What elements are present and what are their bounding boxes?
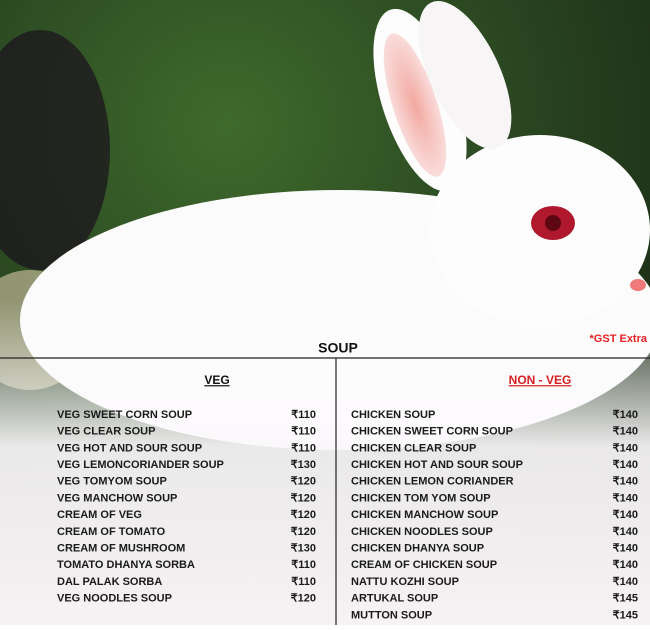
item-price: ₹120 bbox=[291, 509, 316, 521]
item-name: CHICKEN MANCHOW SOUP bbox=[351, 509, 498, 521]
item-name: CREAM OF MUSHROOM bbox=[57, 543, 185, 555]
item-name: CHICKEN TOM YOM SOUP bbox=[351, 492, 491, 504]
item-price: ₹140 bbox=[613, 492, 638, 504]
item-name: VEG TOMYOM SOUP bbox=[57, 476, 167, 488]
item-price: ₹110 bbox=[291, 426, 316, 438]
menu-rows: VEG SWEET CORN SOUP ₹110 VEG CLEAR SOUP ₹11… bbox=[57, 409, 638, 621]
item-price: ₹110 bbox=[291, 576, 316, 588]
item-price: ₹120 bbox=[291, 593, 316, 605]
item-price: ₹110 bbox=[291, 442, 316, 454]
item-name: CREAM OF TOMATO bbox=[57, 526, 166, 538]
item-price: ₹140 bbox=[613, 459, 638, 471]
item-name: VEG LEMONCORIANDER SOUP bbox=[57, 459, 224, 471]
item-price: ₹140 bbox=[613, 543, 638, 555]
item-price: ₹110 bbox=[291, 559, 316, 571]
item-price: ₹140 bbox=[613, 509, 638, 521]
item-price: ₹140 bbox=[613, 476, 638, 488]
item-name: VEG MANCHOW SOUP bbox=[57, 492, 177, 504]
item-name: CHICKEN SWEET CORN SOUP bbox=[351, 426, 513, 438]
item-price: ₹120 bbox=[291, 526, 316, 538]
item-price: ₹130 bbox=[291, 543, 316, 555]
item-name: VEG HOT AND SOUR SOUP bbox=[57, 442, 202, 454]
item-name: TOMATO DHANYA SORBA bbox=[57, 559, 195, 571]
item-name: CHICKEN HOT AND SOUR SOUP bbox=[351, 459, 523, 471]
item-name: CHICKEN CLEAR SOUP bbox=[351, 442, 476, 454]
item-price: ₹130 bbox=[291, 459, 316, 471]
item-name: CHICKEN NOODLES SOUP bbox=[351, 526, 493, 538]
item-price: ₹140 bbox=[613, 426, 638, 438]
item-price: ₹140 bbox=[613, 526, 638, 538]
item-name: NATTU KOZHI SOUP bbox=[351, 576, 459, 588]
gst-note: *GST Extra bbox=[590, 333, 648, 345]
item-name: VEG SWEET CORN SOUP bbox=[57, 409, 192, 421]
item-price: ₹145 bbox=[613, 593, 638, 605]
item-name: MUTTON SOUP bbox=[351, 609, 432, 621]
item-name: CHICKEN DHANYA SOUP bbox=[351, 543, 484, 555]
item-price: ₹140 bbox=[613, 576, 638, 588]
item-name: DAL PALAK SORBA bbox=[57, 576, 162, 588]
item-price: ₹110 bbox=[291, 409, 316, 421]
item-price: ₹120 bbox=[291, 476, 316, 488]
item-price: ₹140 bbox=[613, 559, 638, 571]
item-name: VEG NOODLES SOUP bbox=[57, 593, 172, 605]
section-title: SOUP bbox=[318, 340, 358, 356]
item-price: ₹140 bbox=[613, 442, 638, 454]
item-price: ₹120 bbox=[291, 492, 316, 504]
item-name: VEG CLEAR SOUP bbox=[57, 426, 155, 438]
item-price: ₹145 bbox=[613, 609, 638, 621]
nonveg-heading: NON - VEG bbox=[509, 373, 572, 387]
item-price: ₹140 bbox=[613, 409, 638, 421]
item-name: CREAM OF CHICKEN SOUP bbox=[351, 559, 497, 571]
item-name: CHICKEN SOUP bbox=[351, 409, 435, 421]
veg-heading: VEG bbox=[204, 373, 229, 387]
item-name: CHICKEN LEMON CORIANDER bbox=[351, 476, 514, 488]
item-name: ARTUKAL SOUP bbox=[351, 593, 438, 605]
item-name: CREAM OF VEG bbox=[57, 509, 142, 521]
